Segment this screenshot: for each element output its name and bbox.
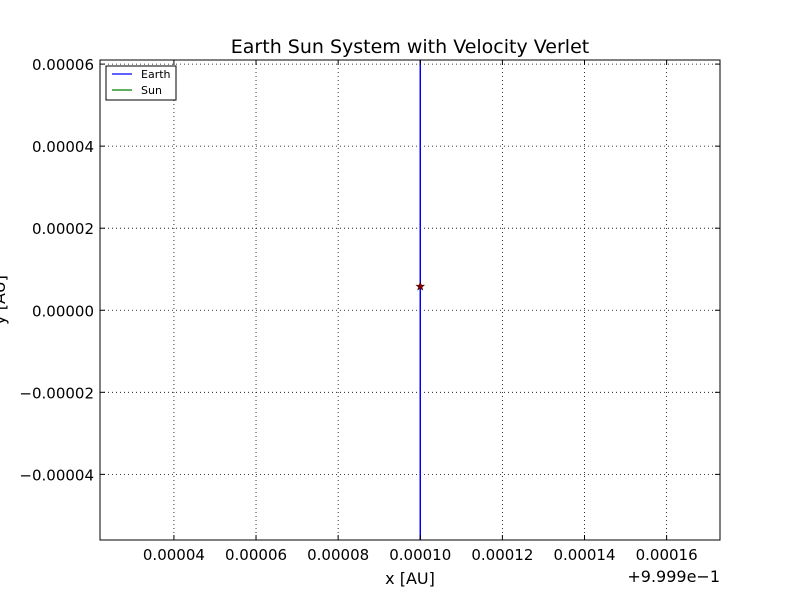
plot-markers	[415, 281, 426, 291]
x-tick-label: 0.00014	[553, 546, 615, 564]
x-axis-label: x [AU]	[385, 569, 435, 588]
grid-lines	[100, 60, 720, 540]
y-tick-label: 0.00006	[32, 56, 94, 74]
legend: Earth Sun	[105, 65, 177, 101]
y-tick-label: −0.00004	[19, 466, 94, 484]
legend-box	[105, 65, 177, 101]
x-tick-label: 0.00016	[636, 546, 698, 564]
plot-frame	[99, 59, 721, 541]
chart-title: Earth Sun System with Velocity Verlet	[231, 36, 589, 58]
y-tick-label: 0.00002	[32, 220, 94, 238]
y-tick-label: −0.00002	[19, 384, 94, 402]
sun-star-marker	[415, 281, 426, 291]
tick-labels: 0.00004 0.00006 0.00008 0.00010 0.00012 0.000…	[19, 56, 697, 564]
x-tick-label: 0.00010	[389, 546, 451, 564]
x-tick-label: 0.00012	[471, 546, 533, 564]
x-tick-label: 0.00004	[143, 546, 205, 564]
y-tick-label: 0.00004	[32, 138, 94, 156]
y-axis-label: y [AU]	[0, 275, 9, 325]
axis-ticks	[100, 60, 720, 540]
legend-label-sun: Sun	[141, 84, 162, 97]
legend-label-earth: Earth	[141, 68, 171, 81]
x-axis-offset-label: +9.999e−1	[627, 567, 720, 586]
y-tick-label: 0.00000	[32, 302, 94, 320]
x-tick-label: 0.00008	[307, 546, 369, 564]
x-tick-label: 0.00006	[225, 546, 287, 564]
